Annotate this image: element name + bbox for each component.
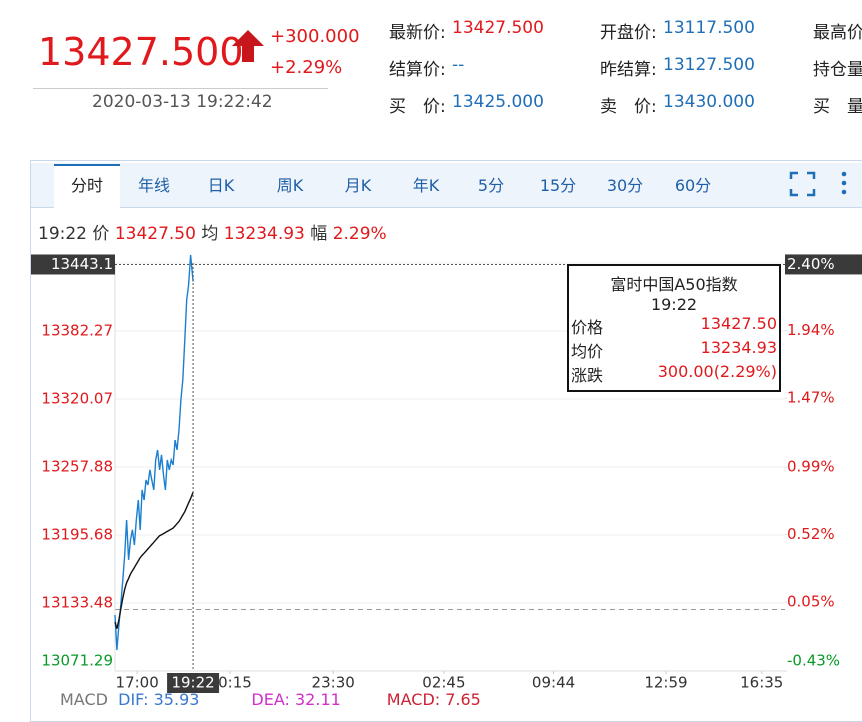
y2-tick-label: 1.47% [787,389,835,407]
macd-dea: DEA: 32.11 [251,690,341,709]
x-tick-label: 16:35 [740,674,783,692]
timestamp: 2020-03-13 19:22:42 [92,92,273,112]
field-label: 结算价: [389,60,446,80]
field-value: 13427.500 [452,18,544,38]
crosshair-x-label: 19:22 [171,674,214,692]
field-value: 13117.500 [663,18,755,38]
tooltip-time: 19:22 [650,295,698,314]
tab[interactable]: 周K [276,176,304,195]
tooltip-label: 涨跌 [571,366,604,385]
y2-tick-label: 0.99% [787,458,835,476]
crosshair-y2-label: 2.40% [787,255,835,273]
y-tick-label: 13320.07 [41,390,113,408]
info-price-label: 价 [92,224,110,244]
tooltip-label: 价格 [571,318,604,337]
macd-line: MACD DIF: 35.93 DEA: 32.11 MACD: 7.65 [60,690,481,709]
last-price: 13427.500 [38,30,244,74]
x-tick-label: 02:45 [422,674,465,692]
crosshair-x-box [167,673,220,693]
y-tick-label: 13071.29 [41,652,113,670]
macd-name: MACD [60,690,108,709]
tooltip-rows: 价格 13427.50 均价 13234.93 涨跌 300.00(2.29%) [569,314,779,386]
y2-tick-label: 0.52% [787,525,835,543]
field-label: 最新价: [389,23,446,43]
field-label: 卖 价: [600,97,657,117]
tab[interactable]: 月K [344,176,372,195]
tooltip: 富时中国A50指数 19:22 价格 13427.50 均价 13234.93 涨跌 30… [567,264,781,392]
tab[interactable]: 年线 [137,176,170,195]
y2-tick-label: 1.94% [787,321,835,339]
y2-tick-label: -0.43% [787,652,840,670]
tab[interactable]: 15分 [539,176,577,195]
line-series [114,491,194,629]
up-arrow [232,30,264,62]
y-tick-label: 13133.48 [41,594,113,612]
tooltip-value: 13427.50 [700,314,777,333]
info-line: 19:22 价 13427.50 均 13234.93 幅 2.29% [38,219,387,244]
tab[interactable]: 年K [412,176,440,195]
tab[interactable]: 60分 [674,176,712,195]
field-label: 昨结算: [600,60,657,80]
toolbar-icons[interactable] [788,170,858,198]
x-tick-label: 20:15 [209,674,252,692]
info-amp-label: 幅 [310,224,328,244]
field-value: 13430.000 [663,92,755,112]
info-amp: 2.29% [332,224,387,244]
tooltip-row: 涨跌 300.00(2.29%) [569,362,779,386]
field-label: 持仓量 [813,60,862,80]
tooltip-row: 价格 13427.50 [569,314,779,338]
field-label: 开盘价: [600,23,657,43]
crosshair-y-label: 13443.1 [51,255,113,273]
change: +300.000 [270,26,360,47]
y-tick-label: 13195.68 [41,526,113,544]
tooltip-value: 300.00(2.29%) [657,362,777,381]
crosshair-y-box [31,254,115,275]
x-tick-label: 12:59 [644,674,687,692]
tab[interactable]: 30分 [606,176,644,195]
info-time: 19:22 [38,224,87,244]
x-tick-label: 23:30 [312,674,355,692]
tooltip-label: 均价 [571,342,604,361]
x-tick-label: 09:44 [532,674,575,692]
info-price: 13427.50 [114,224,196,244]
line-series [114,254,194,651]
field-label: 买 量 [813,97,862,117]
y-tick-label: 13257.88 [41,457,113,475]
y2-tick-label: 0.05% [787,593,835,611]
field-value: 13127.500 [663,55,755,75]
field-label: 买 价: [389,97,446,117]
tab[interactable]: 5分 [477,176,505,195]
x-tick-label: 17:00 [116,674,159,692]
macd-value: MACD: 7.65 [386,690,481,709]
macd-dif: DIF: 35.93 [118,690,200,709]
info-avg: 13234.93 [223,224,305,244]
field-label: 最高价 [813,23,862,43]
divider [33,88,328,89]
info-avg-label: 均 [201,224,219,244]
tab-bar [31,163,862,208]
tooltip-value: 13234.93 [700,338,777,357]
field-value: -- [452,55,465,75]
y-tick-label: 13382.27 [41,321,113,339]
change-pct: +2.29% [270,57,343,78]
crosshair-y2-box [785,254,862,275]
tooltip-title: 富时中国A50指数 [610,275,738,294]
tooltip-row: 均价 13234.93 [569,338,779,362]
field-value: 13425.000 [452,92,544,112]
tab[interactable]: 日K [207,176,235,195]
tab[interactable]: 分时 [54,164,120,210]
